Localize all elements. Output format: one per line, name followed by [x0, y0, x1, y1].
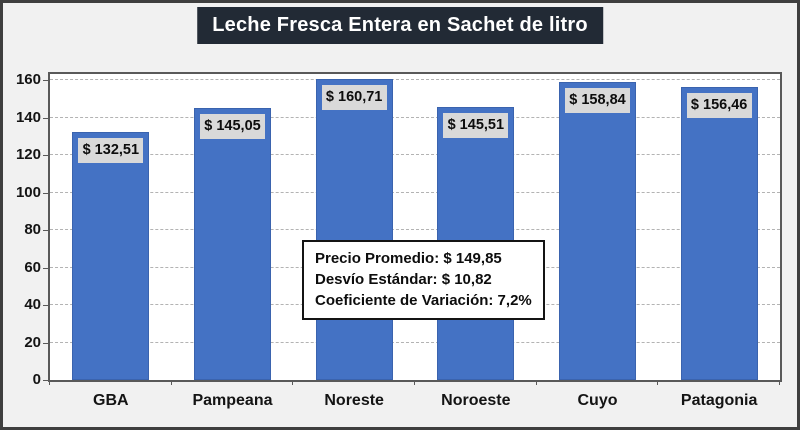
bar-value-label: $ 145,05 [200, 114, 265, 140]
y-axis-tick-mark [43, 380, 48, 381]
y-axis-tick-mark [43, 192, 48, 194]
x-axis-tick-mark [779, 380, 780, 385]
bar-value-label: $ 160,71 [321, 84, 387, 110]
bar-value-label: $ 156,46 [686, 92, 752, 118]
gridline-160 [50, 79, 780, 80]
y-axis-tick-label: 160 [15, 71, 41, 88]
x-axis-tick-mark [292, 380, 294, 385]
bar-cuyo: $ 158,84 [559, 82, 636, 380]
bar-gba: $ 132,51 [72, 131, 150, 380]
gridline-120 [50, 154, 780, 155]
y-axis-tick-label: 120 [15, 146, 41, 163]
y-axis-tick-mark [43, 230, 48, 231]
gridline-80 [50, 229, 780, 230]
gridline-100 [50, 191, 780, 193]
y-axis-tick-mark [43, 155, 48, 156]
x-axis-category-label: Noreste [324, 392, 384, 409]
y-axis-tick-label: 100 [15, 183, 41, 201]
y-axis-tick-label: 0 [32, 371, 41, 388]
annotation-line-desvio-estandar: Desvío Estándar: $ 10,82 [315, 271, 492, 288]
bar-value-label: $ 158,84 [565, 88, 630, 114]
bar-patagonia: $ 156,46 [680, 86, 758, 380]
x-axis-category-label: Cuyo [577, 392, 618, 409]
y-axis-tick-mark [43, 80, 48, 81]
y-axis-tick-label: 40 [24, 296, 41, 313]
bar-noreste: $ 160,71 [315, 78, 393, 380]
x-axis-category-label: Noroeste [441, 392, 511, 409]
bar-value-label: $ 132,51 [78, 137, 144, 163]
y-axis-tick-mark [43, 342, 48, 344]
x-axis-tick-mark [657, 380, 659, 385]
x-axis-tick-mark [414, 380, 415, 385]
x-axis-category-label: Patagonia [680, 392, 758, 409]
x-axis-category-label: GBA [93, 392, 129, 409]
chart-title: Leche Fresca Entera en Sachet de litro [197, 7, 603, 44]
y-axis-tick-label: 60 [24, 258, 41, 276]
y-axis-tick-mark [43, 117, 48, 119]
y-axis-tick-label: 80 [24, 221, 41, 238]
y-axis-tick-mark [43, 305, 48, 306]
x-axis-category-label: Pampeana [192, 392, 273, 409]
y-axis-tick-mark [43, 267, 48, 269]
annotation-line-precio-promedio: Precio Promedio: $ 149,85 [315, 250, 502, 267]
bar-pampeana: $ 145,05 [194, 108, 271, 380]
bar-value-label: $ 145,51 [443, 113, 509, 139]
annotation-line-coeficiente-variacion: Coeficiente de Variación: 7,2% [315, 292, 532, 309]
x-axis-tick-mark [535, 380, 537, 385]
y-axis-tick-label: 140 [15, 108, 41, 126]
y-axis-tick-label: 20 [24, 333, 41, 351]
gridline-140 [50, 116, 780, 118]
stats-annotation-box: Precio Promedio: $ 149,85 Desvío Estánda… [302, 240, 545, 320]
x-axis-tick-mark [49, 380, 50, 385]
x-axis-tick-mark [170, 380, 172, 385]
gridline-20 [50, 341, 780, 343]
plot-area: $ 132,51 $ 145,05 $ 160,71 $ 145,51 $ 158,84… [48, 72, 782, 382]
